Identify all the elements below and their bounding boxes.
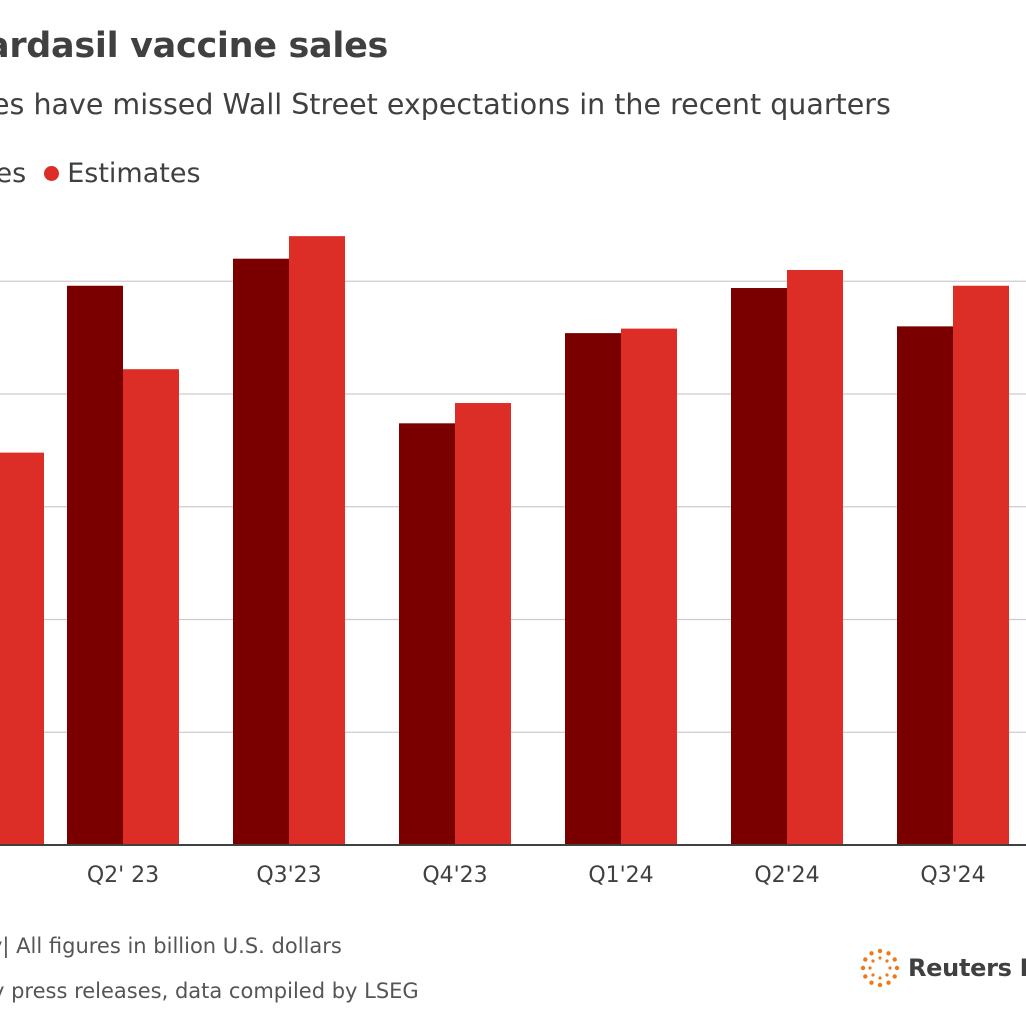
bar-sales-4 <box>565 333 621 845</box>
x-tick-label: Q1'24 <box>588 863 653 888</box>
brand-label: Reuters B <box>908 954 1026 982</box>
chart-footnote: y| All figures in billion U.S. dollars <box>0 934 342 958</box>
bar-sales-6 <box>897 326 953 846</box>
reuters-logo-icon <box>860 948 900 988</box>
chart-legend: les Estimates <box>0 158 219 189</box>
bar-estimates-4 <box>621 328 677 846</box>
x-tick-label: Q3'23 <box>256 863 321 888</box>
chart-subtitle: es have missed Wall Street expectations … <box>0 88 891 121</box>
legend-item-estimates: Estimates <box>44 158 201 189</box>
legend-label-estimates: Estimates <box>67 158 201 189</box>
bar-estimates-0 <box>0 452 44 845</box>
bar-sales-1 <box>67 285 123 845</box>
bar-sales-5 <box>731 288 787 845</box>
bar-estimates-5 <box>787 269 843 846</box>
bar-sales-2 <box>233 258 289 845</box>
legend-item-sales: les <box>0 158 26 189</box>
chart-title: ardasil vaccine sales <box>0 26 389 66</box>
bar-estimates-3 <box>455 403 511 845</box>
bar-estimates-6 <box>953 285 1009 845</box>
legend-swatch-estimates <box>44 166 60 181</box>
chart-source: y press releases, data compiled by LSEG <box>0 979 419 1003</box>
x-tick-label: Q2' 23 <box>87 863 159 888</box>
x-tick-label: Q4'23 <box>422 863 487 888</box>
x-tick-label: Q2'24 <box>754 863 819 888</box>
bar-estimates-2 <box>289 236 345 845</box>
bar-estimates-1 <box>123 369 179 845</box>
x-tick-label: Q3'24 <box>920 863 985 888</box>
reuters-brand: Reuters B <box>860 948 1026 988</box>
legend-label-sales: les <box>0 158 27 189</box>
bar-sales-3 <box>399 423 455 845</box>
